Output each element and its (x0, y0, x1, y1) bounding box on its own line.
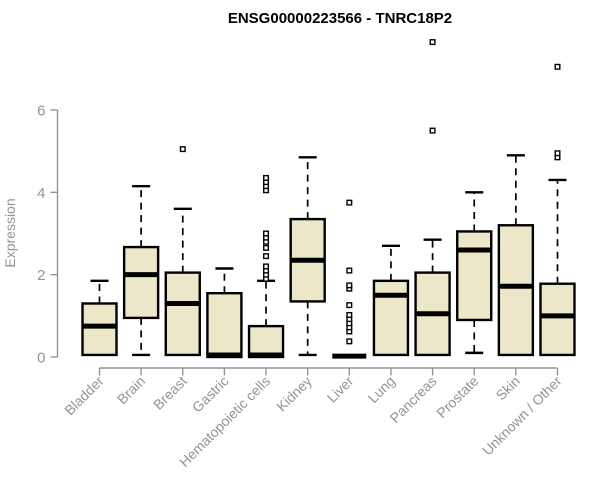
outlier-point (346, 312, 353, 319)
x-tick-label-kidney: Kidney (273, 373, 315, 415)
box-iqr (372, 279, 410, 357)
boxplot-hematopoietic-cells (247, 174, 285, 359)
box-iqr (206, 291, 243, 359)
boxplot-pancreas (414, 39, 451, 357)
x-tick-label-liver: Liver (324, 373, 357, 406)
boxplot-breast (164, 146, 201, 357)
box-iqr (456, 230, 493, 322)
outlier-point (346, 267, 353, 274)
outlier-point (346, 282, 353, 289)
box-iqr (497, 224, 535, 357)
outlier-point (263, 174, 270, 181)
box-iqr (164, 271, 201, 357)
y-axis: 0 2 4 6 (37, 103, 59, 367)
y-tick-label: 4 (37, 185, 45, 202)
box-iqr (122, 245, 160, 320)
chart-title: ENSG00000223566 - TNRC18P2 (228, 10, 452, 27)
boxplot-kidney (289, 156, 326, 357)
x-tick-label-prostate: Prostate (433, 373, 481, 421)
outlier-point (554, 63, 561, 70)
outlier-point (179, 146, 186, 153)
boxplot-skin (497, 154, 535, 357)
outlier-point (346, 302, 353, 309)
outlier-point (263, 253, 270, 260)
outlier-point (263, 244, 270, 251)
boxplot-series (81, 39, 576, 359)
x-tick-label-breast: Breast (150, 373, 190, 413)
y-tick-label: 6 (37, 103, 45, 120)
x-tick-label-skin: Skin (492, 373, 523, 404)
y-tick-label: 0 (37, 350, 45, 367)
x-tick-label-unknown-other: Unknown / Other (479, 373, 565, 459)
boxplot-unknown-other (539, 63, 576, 357)
outlier-point (263, 263, 270, 270)
box-iqr (81, 302, 118, 357)
outlier-point (263, 230, 270, 237)
boxplot-bladder (81, 279, 118, 357)
boxplot-prostate (456, 191, 493, 355)
boxplot-gastric (206, 267, 243, 359)
y-tick-label: 2 (37, 267, 45, 284)
boxplot-liver (332, 199, 367, 359)
x-tick-label-brain: Brain (114, 373, 148, 407)
outlier-point (429, 127, 436, 134)
box-iqr (247, 324, 285, 359)
boxplot-brain (122, 184, 160, 357)
x-tick-label-lung: Lung (365, 373, 398, 406)
y-axis-title: Expression (2, 198, 18, 267)
outlier-point (346, 338, 353, 345)
boxplot-lung (372, 244, 410, 357)
x-tick-label-bladder: Bladder (61, 373, 107, 419)
outlier-point (346, 199, 353, 206)
outlier-point (429, 39, 436, 46)
box-iqr (539, 282, 576, 357)
outlier-point (554, 150, 561, 157)
